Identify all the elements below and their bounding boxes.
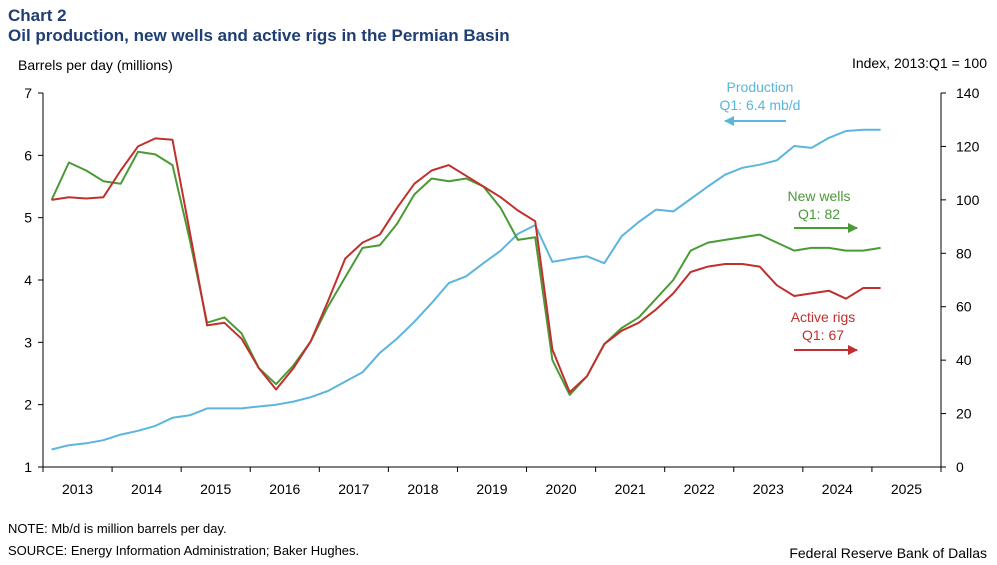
left-tick-label: 1 bbox=[24, 459, 32, 475]
right-tick-label: 60 bbox=[956, 299, 972, 315]
annotation-production-name: Production bbox=[727, 79, 794, 95]
x-tick-label: 2020 bbox=[545, 481, 576, 497]
annotation-new_wells-name: New wells bbox=[787, 188, 850, 204]
left-axis-label: Barrels per day (millions) bbox=[18, 57, 173, 73]
right-tick-label: 20 bbox=[956, 406, 972, 422]
x-tick-label: 2023 bbox=[753, 481, 784, 497]
left-tick-label: 2 bbox=[24, 397, 32, 413]
x-tick-label: 2024 bbox=[822, 481, 853, 497]
right-tick-label: 140 bbox=[956, 85, 980, 101]
series-line-production bbox=[51, 128, 881, 451]
series-line-new_wells bbox=[50, 150, 881, 396]
chart-number: Chart 2 bbox=[8, 6, 67, 25]
series-line-active_rigs bbox=[51, 137, 881, 394]
right-tick-label: 0 bbox=[956, 459, 964, 475]
credit-text: Federal Reserve Bank of Dallas bbox=[789, 545, 987, 561]
x-tick-label: 2017 bbox=[338, 481, 369, 497]
x-tick-label: 2015 bbox=[200, 481, 231, 497]
x-tick-label: 2016 bbox=[269, 481, 300, 497]
x-tick-label: 2022 bbox=[684, 481, 715, 497]
left-tick-label: 7 bbox=[24, 85, 32, 101]
source-text: SOURCE: Energy Information Administratio… bbox=[8, 543, 360, 558]
annotation-active_rigs-value: Q1: 67 bbox=[802, 327, 844, 343]
note-text: NOTE: Mb/d is million barrels per day. bbox=[8, 521, 227, 536]
x-tick-label: 2025 bbox=[891, 481, 922, 497]
annotation-production-value: Q1: 6.4 mb/d bbox=[720, 97, 801, 113]
left-tick-label: 3 bbox=[24, 334, 32, 350]
right-axis-label: Index, 2013:Q1 = 100 bbox=[851, 55, 987, 71]
right-tick-label: 80 bbox=[956, 245, 972, 261]
right-tick-label: 40 bbox=[956, 352, 972, 368]
chart-title: Oil production, new wells and active rig… bbox=[8, 26, 510, 45]
x-tick-label: 2014 bbox=[131, 481, 162, 497]
left-tick-label: 5 bbox=[24, 210, 32, 226]
x-tick-label: 2019 bbox=[476, 481, 507, 497]
x-tick-label: 2013 bbox=[62, 481, 93, 497]
right-tick-label: 100 bbox=[956, 192, 980, 208]
annotation-new_wells-value: Q1: 82 bbox=[798, 206, 840, 222]
x-tick-label: 2021 bbox=[615, 481, 646, 497]
right-tick-label: 120 bbox=[956, 138, 980, 154]
left-tick-label: 6 bbox=[24, 147, 32, 163]
annotation-active_rigs-name: Active rigs bbox=[791, 309, 856, 325]
left-tick-label: 4 bbox=[24, 272, 32, 288]
x-tick-label: 2018 bbox=[407, 481, 438, 497]
